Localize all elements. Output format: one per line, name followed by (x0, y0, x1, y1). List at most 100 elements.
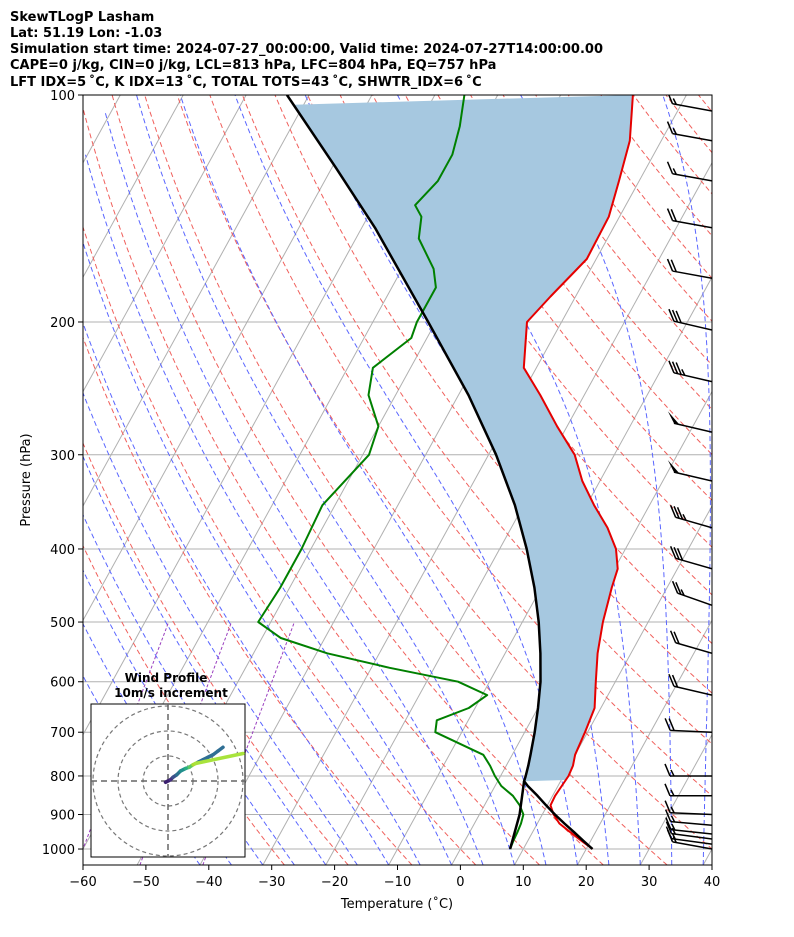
barb-flag (666, 258, 674, 272)
barb-staff (673, 422, 712, 433)
x-tick-label: −10 (384, 875, 411, 890)
isotherm (83, 95, 184, 279)
y-tick-label: 100 (50, 89, 75, 104)
wind-barb (665, 817, 712, 835)
cape-shading (293, 95, 633, 782)
dry-adiabat (698, 95, 712, 113)
moist-adiabat (104, 110, 484, 865)
barb-flag (664, 800, 671, 813)
barb-flag (668, 95, 674, 105)
x-axis-label: Temperature (˚C) (340, 896, 453, 912)
parcel-dewpoint-path (508, 781, 526, 850)
parcel-path (285, 95, 594, 850)
barb-flag (670, 208, 677, 222)
barb-half-flag (672, 98, 677, 105)
x-tick-label: 20 (578, 875, 595, 890)
moist-adiabat (520, 95, 673, 865)
barb-staff (672, 270, 712, 279)
barb-pennant (667, 411, 680, 425)
moist-adiabat (83, 513, 295, 865)
x-tick-label: −40 (195, 875, 222, 890)
barb-half-flag (670, 769, 675, 777)
barb-flag (665, 817, 672, 830)
wind-barb (668, 308, 712, 331)
dry-adiabat (241, 95, 712, 745)
barb-flag (671, 674, 679, 688)
dry-adiabat (632, 95, 712, 195)
wind-barb (664, 809, 712, 827)
wind-barb (664, 718, 712, 733)
barb-flag (669, 546, 677, 559)
barb-half-flag (672, 127, 677, 135)
barb-flag (673, 631, 680, 645)
isotherm (83, 95, 436, 736)
y-tick-label: 900 (50, 809, 75, 824)
barb-flag (664, 718, 671, 731)
barb-staff (675, 516, 712, 529)
isotherm (451, 390, 712, 865)
barb-staff (670, 729, 712, 733)
barb-flag (664, 783, 671, 797)
barb-staff (673, 372, 712, 383)
barb-flag (671, 361, 679, 374)
y-axis-label: Pressure (hPa) (19, 433, 34, 526)
x-tick-label: −30 (258, 875, 285, 890)
wind-barb (669, 546, 712, 570)
barb-staff (670, 811, 712, 816)
axes: −60 −50 −40 −30 −20 −10 0 10 20 30 40 1000 900 800 700… (42, 89, 720, 890)
y-tick-label: 1000 (42, 843, 75, 858)
barb-flag (676, 507, 684, 520)
moist-adiabat (397, 95, 641, 865)
wind-barb (669, 505, 712, 529)
barb-flag (668, 308, 675, 322)
dry-adiabat (83, 336, 413, 865)
barb-staff (670, 820, 712, 827)
moist-adiabat (83, 455, 327, 865)
wind-barb (669, 630, 712, 654)
barb-flag (670, 259, 677, 273)
barb-flag (665, 826, 673, 839)
x-tick-label: 0 (456, 875, 464, 890)
isotherm (83, 95, 310, 507)
wind-barb (666, 121, 712, 142)
wind-barb (664, 800, 712, 816)
barb-half-flag (670, 789, 675, 797)
wind-barb (668, 95, 712, 112)
barb-flag (676, 548, 684, 561)
barb-half-flag (672, 168, 677, 175)
isotherm (83, 95, 373, 622)
header-indices-1: CAPE=0 j/kg, CIN=0 j/kg, LCL=813 hPa, LF… (10, 58, 496, 73)
barb-staff (673, 320, 712, 331)
moist-adiabat (234, 95, 578, 865)
hodograph-subtitle: 10m/s increment (114, 686, 228, 700)
x-tick-label: 40 (704, 875, 721, 890)
isotherm (576, 619, 712, 865)
barb-flag (664, 763, 671, 777)
header-times: Simulation start time: 2024-07-27_00:00:… (10, 42, 603, 57)
barb-half-flag (681, 369, 686, 376)
wind-barb (667, 411, 712, 433)
header-indices-2: LFT IDX=5 ˚C, K IDX=13 ˚C, TOTAL TOTS=43… (10, 74, 482, 90)
moist-adiabat (136, 95, 515, 865)
barb-flag (673, 506, 680, 519)
moist-adiabat (85, 154, 453, 865)
dry-adiabat (144, 95, 668, 865)
wind-barb (671, 580, 712, 606)
barb-staff (672, 172, 712, 182)
x-tick-label: −20 (321, 875, 348, 890)
wind-barb (666, 161, 712, 182)
header-title: SkewTLogP Lasham (10, 10, 154, 25)
y-tick-label: 800 (50, 770, 75, 785)
barb-flag (669, 505, 677, 518)
barb-staff (671, 832, 712, 840)
barb-flag (675, 310, 682, 324)
hodograph-segment (193, 751, 245, 766)
isotherm (639, 733, 712, 865)
barb-half-flag (671, 823, 676, 831)
barb-staff (672, 132, 712, 142)
hodograph-segment (216, 745, 225, 753)
barb-half-flag (670, 815, 676, 823)
wind-barb (667, 460, 712, 482)
barb-staff (670, 828, 712, 835)
